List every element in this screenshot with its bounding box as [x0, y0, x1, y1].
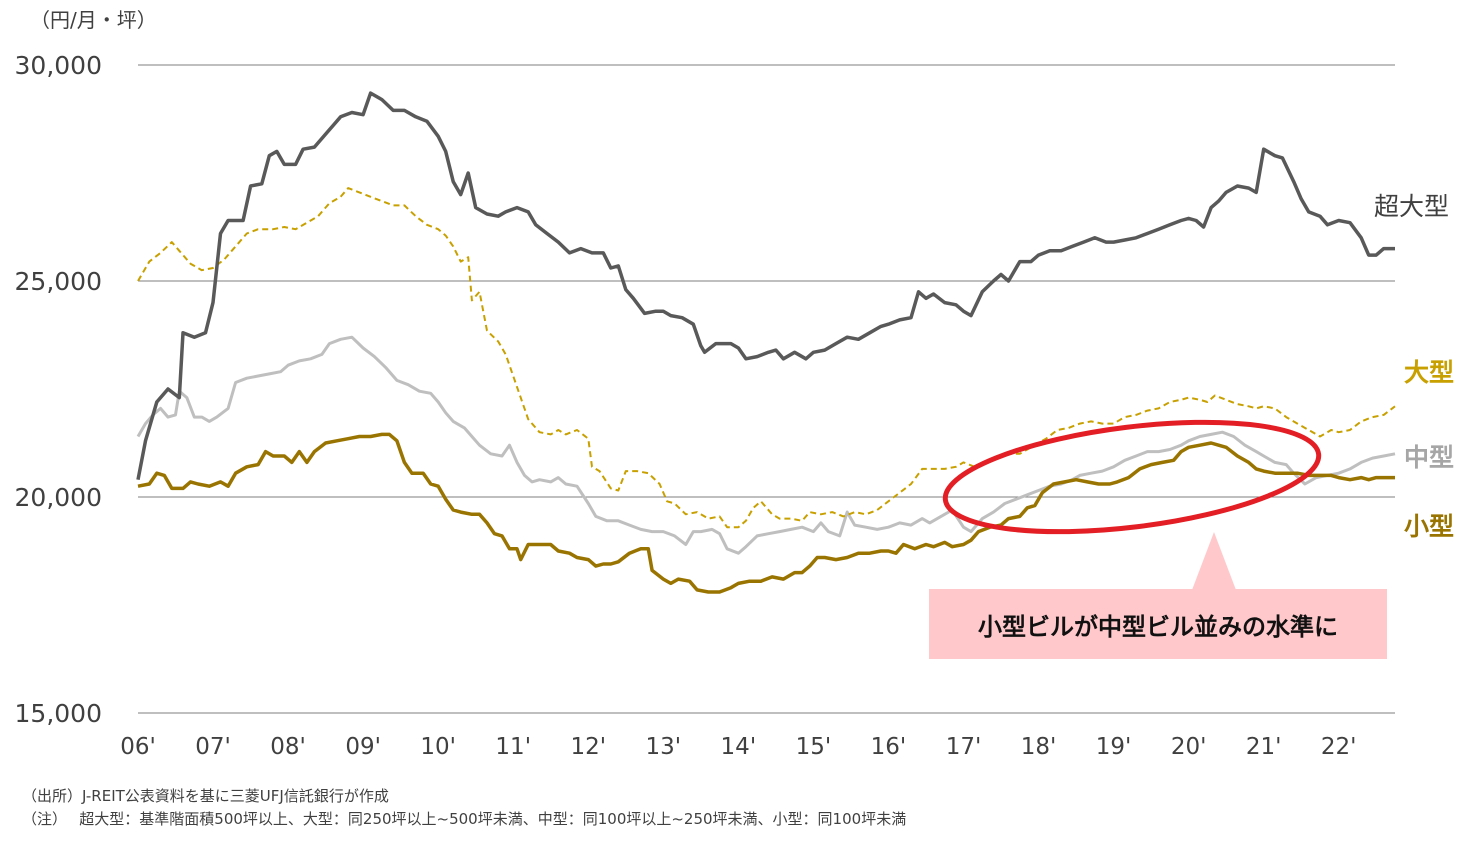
x-tick-label: 13': [646, 734, 682, 760]
x-tick-label: 15': [796, 734, 832, 760]
callout-text: 小型ビルが中型ビル並みの水準に: [978, 612, 1338, 641]
x-tick-label: 07': [195, 734, 231, 760]
x-tick-label: 06': [120, 734, 156, 760]
y-tick-label: 15,000: [15, 699, 102, 728]
y-tick-label: 20,000: [15, 483, 102, 512]
y-tick-label: 25,000: [15, 267, 102, 296]
series-line-中型: [136, 335, 1396, 555]
x-tick-label: 18': [1021, 734, 1057, 760]
y-axis-unit-label: （円/月・坪）: [30, 8, 157, 32]
x-tick-label: 17': [946, 734, 982, 760]
series-label: 超大型: [1374, 192, 1449, 221]
x-tick-label: 10': [420, 734, 456, 760]
callout-pointer: [1192, 532, 1236, 590]
series-line-超大型: [136, 91, 1395, 481]
x-tick-label: 14': [721, 734, 757, 760]
x-tick-label: 09': [345, 734, 381, 760]
series-label: 中型: [1404, 443, 1454, 472]
x-tick-label: 16': [871, 734, 907, 760]
x-tick-label: 21': [1246, 734, 1282, 760]
callout-box: 小型ビルが中型ビル並みの水準に: [929, 589, 1387, 659]
series-label: 大型: [1404, 358, 1454, 387]
highlight-ellipse: [942, 419, 1322, 535]
x-tick-label: 12': [570, 734, 606, 760]
series-line-大型: [137, 187, 1396, 529]
y-tick-label: 30,000: [15, 51, 102, 80]
x-tick-label: 08': [270, 734, 306, 760]
x-tick-label: 19': [1096, 734, 1132, 760]
source-note: （出所）J-REIT公表資料を基に三菱UFJ信託銀行が作成: [22, 787, 389, 805]
x-tick-label: 20': [1171, 734, 1207, 760]
x-tick-label: 11': [495, 734, 531, 760]
series-line-小型: [137, 432, 1395, 594]
series-label: 小型: [1404, 512, 1454, 541]
x-tick-label: 22': [1321, 734, 1357, 760]
definition-note: （注） 超大型：基準階面積500坪以上、大型：同250坪以上~500坪未満、中型…: [22, 810, 907, 828]
